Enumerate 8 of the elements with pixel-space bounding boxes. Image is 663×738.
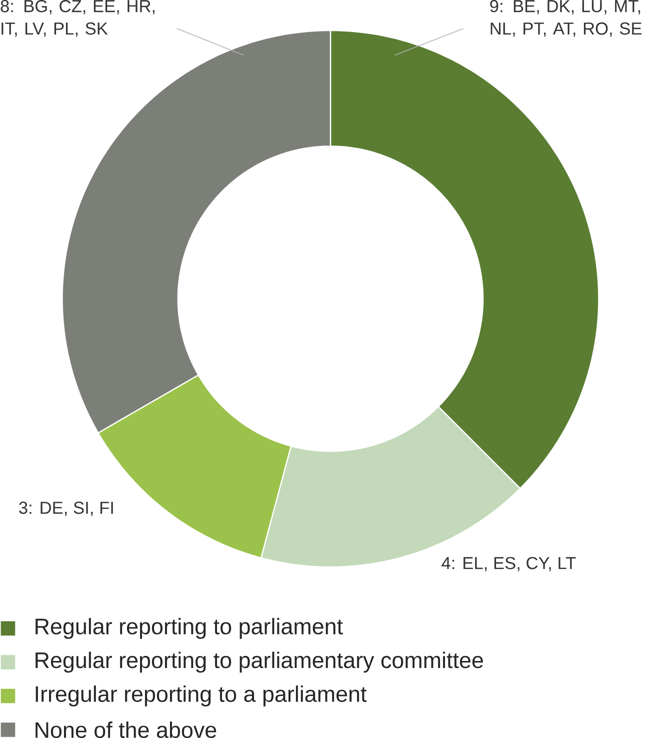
data-label: 8: BG, CZ, EE, HR, IT, LV, PL, SK — [0, 0, 154, 37]
data-label: 3: DE, SI, FI — [18, 502, 113, 516]
data-label: 9: BE, DK, LU, MT, NL, PT, AT, RO, SE — [490, 0, 642, 37]
data-label: 4: EL, ES, CY, LT — [441, 556, 576, 572]
legend-label: None of the above — [35, 722, 216, 738]
legend-label: Regular reporting to parliament — [35, 618, 343, 639]
legend-label: Irregular reporting to a parliament — [36, 686, 366, 706]
legend-label: Regular reporting to parliamentary committee — [35, 652, 483, 673]
